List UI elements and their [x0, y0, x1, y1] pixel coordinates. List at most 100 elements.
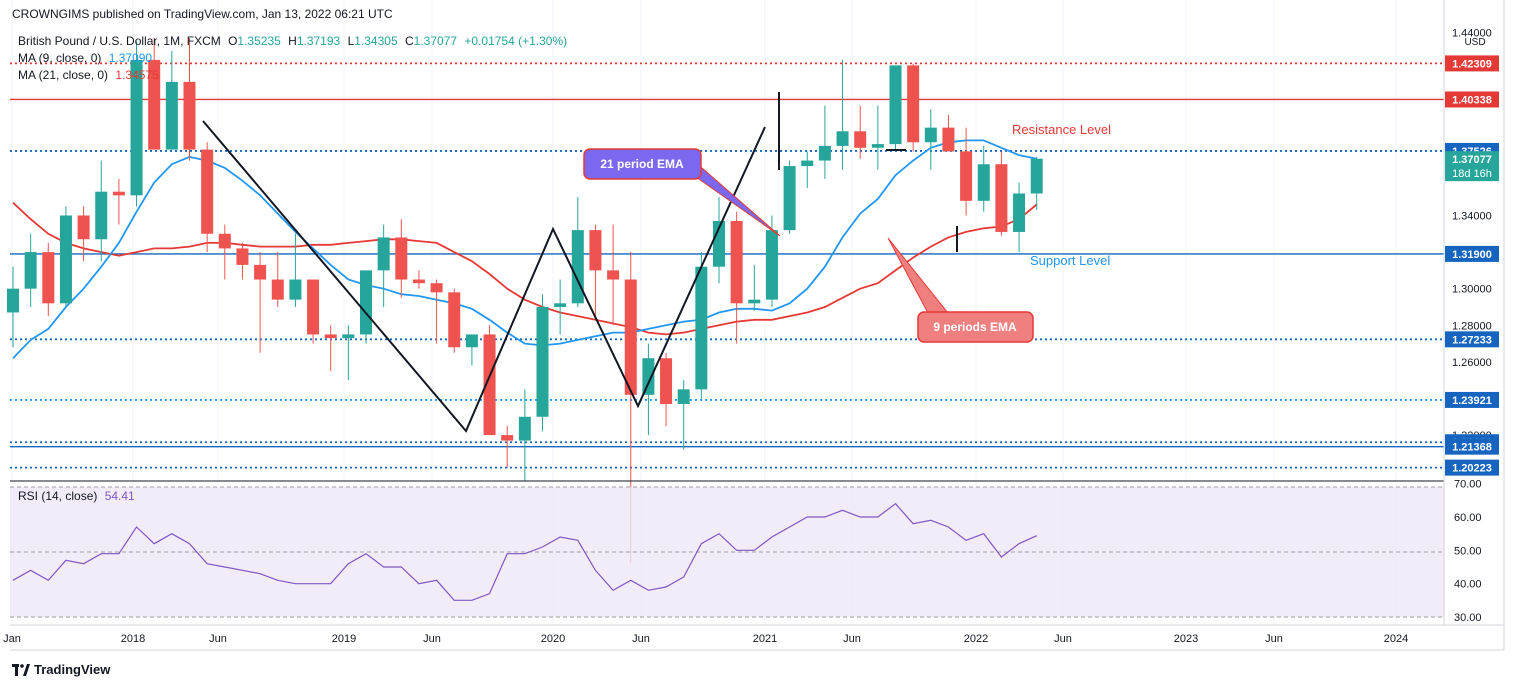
price-tick-label: 1.30000	[1452, 284, 1492, 296]
close-value: 1.37077	[413, 34, 458, 48]
low-label: L	[347, 34, 355, 48]
brand-footer[interactable]: TradingView	[12, 662, 110, 677]
candle-body	[730, 220, 743, 304]
support-level-label: Support Level	[1030, 253, 1110, 268]
rsi-legend: RSI (14, close) 54.41	[18, 489, 139, 503]
high-value: 1.37193	[296, 34, 341, 48]
ema9-callout-box	[917, 311, 1034, 343]
candle-body	[501, 435, 514, 441]
candle-body	[77, 215, 90, 240]
price-label-box	[1445, 438, 1499, 455]
candle-body	[218, 233, 231, 249]
ma21-legend: MA (21, close, 0) 1.34575	[18, 68, 163, 82]
candle-body	[112, 191, 125, 196]
candle-body	[924, 127, 937, 143]
candle-body	[801, 160, 814, 167]
rsi-axis-ticks: 70.00 60.00 50.00 40.00 30.00	[1454, 479, 1482, 624]
candle-body	[42, 252, 55, 304]
x-tick-label: Jun	[1265, 633, 1283, 645]
price-axis[interactable]: 1.440001.340001.300001.280001.260001.220…	[1443, 0, 1499, 625]
candle-body	[395, 237, 408, 280]
candle-body	[871, 144, 884, 148]
candle-body	[995, 164, 1008, 232]
zigzag-trendline	[202, 120, 766, 433]
symbol-legend: British Pound / U.S. Dollar, 1M, FXCM O1…	[18, 34, 571, 48]
rsi-pane	[10, 480, 1444, 618]
x-tick-label: Jan	[3, 633, 21, 645]
x-tick-label: 2023	[1174, 633, 1198, 645]
x-tick-label: Jun	[843, 633, 861, 645]
candle-body	[1013, 193, 1026, 232]
candle-body	[589, 230, 602, 271]
candle-body	[24, 252, 37, 289]
price-axis-labels: 1.423091.403381.375261.319001.272331.239…	[1445, 55, 1499, 476]
ma9-line	[12, 139, 1037, 359]
candle-body	[695, 266, 708, 390]
open-label: O	[228, 34, 238, 48]
time-axis[interactable]: Jan 2018 Jun 2019 Jun 2020 Jun 2021 Jun 2022 Jun 20…	[3, 0, 1505, 651]
ma21-line	[12, 202, 1038, 336]
currency-label: USD	[1464, 37, 1485, 48]
low-value: 1.34305	[354, 34, 398, 48]
publisher-line: CROWNGIMS published on TradingView.com, …	[12, 7, 393, 21]
candle-body	[783, 166, 796, 231]
ema21-callout-box	[583, 148, 702, 180]
open-value: 1.35235	[237, 34, 281, 48]
ma21-value: 1.34575	[115, 68, 159, 82]
candle-body	[130, 59, 143, 196]
candle-body	[360, 270, 372, 335]
candle-body	[818, 145, 831, 161]
candle-body	[324, 334, 337, 339]
rsi-label: RSI (14, close)	[18, 489, 98, 503]
current-price-box	[1445, 151, 1499, 182]
candle-body	[624, 279, 637, 395]
candle-body	[677, 389, 690, 404]
ma21-label: MA (21, close, 0)	[18, 68, 109, 82]
candle-body	[412, 279, 425, 284]
price-tick-label: 1.44000	[1452, 27, 1492, 39]
price-label-box	[1445, 391, 1499, 408]
price-tick-label: 1.26000	[1452, 357, 1492, 369]
candle-body	[148, 59, 161, 150]
x-tick-label: Jun	[423, 633, 441, 645]
ma9-label: MA (9, close, 0)	[18, 51, 102, 65]
price-label-text: 1.42309	[1452, 58, 1492, 70]
candle-body	[836, 131, 849, 146]
x-tick-label: Jun	[1054, 633, 1072, 645]
candle-body	[7, 288, 19, 313]
candle-body	[307, 279, 320, 335]
horizontal-levels	[10, 62, 1444, 469]
candle-body	[554, 303, 567, 307]
ma9-legend: MA (9, close, 0) 1.37090	[18, 51, 156, 65]
candle-body	[642, 358, 655, 395]
price-label-box	[1445, 245, 1499, 262]
price-label-box	[1445, 459, 1499, 476]
candle-body	[907, 65, 920, 143]
x-tick-label: 2024	[1384, 633, 1408, 645]
ma9-value: 1.37090	[108, 51, 153, 65]
candle-body	[377, 237, 390, 271]
x-tick-label: 2022	[964, 633, 988, 645]
rsi-tick-label: 40.00	[1454, 579, 1482, 591]
candle-body	[660, 358, 673, 404]
price-label-text: 1.21368	[1452, 442, 1492, 454]
candle-body	[571, 230, 584, 304]
rsi-tick-label: 70.00	[1454, 479, 1482, 491]
x-tick-label: 2020	[541, 633, 565, 645]
close-label: C	[404, 34, 414, 48]
ma21-group	[12, 202, 1038, 336]
candle-body	[1030, 158, 1043, 194]
candle-body	[977, 164, 990, 201]
price-label-box	[1445, 55, 1499, 72]
x-tick-label: 2018	[121, 633, 145, 645]
candle-body	[183, 81, 196, 150]
candle-body	[765, 230, 778, 300]
resistance-level-label: Resistance Level	[1012, 122, 1111, 137]
price-label-box	[1445, 331, 1499, 348]
candle-body	[271, 279, 284, 300]
candle-body	[289, 279, 302, 300]
candle-body	[236, 248, 249, 265]
candle-body	[448, 292, 461, 348]
x-tick-label: Jun	[632, 633, 650, 645]
